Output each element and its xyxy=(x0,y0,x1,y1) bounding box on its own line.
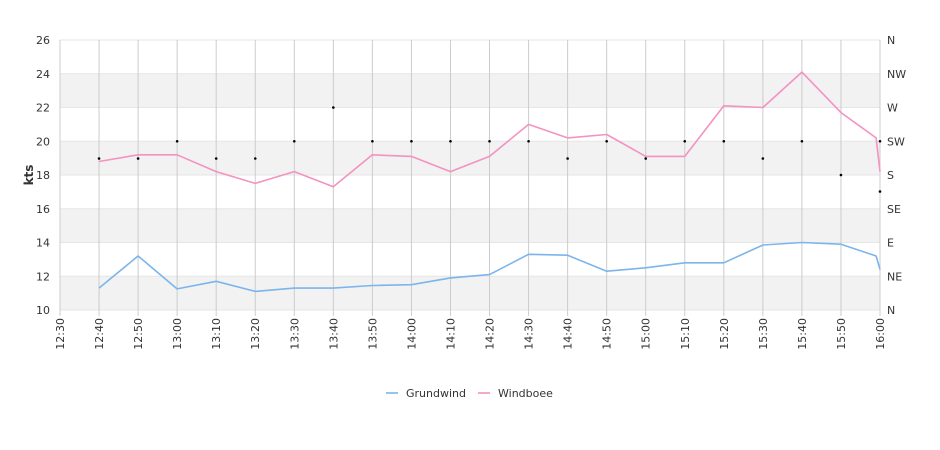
plot-bands xyxy=(60,73,880,310)
direction-tick-label: SW xyxy=(887,135,905,148)
x-tick-label: 13:40 xyxy=(327,318,340,350)
y-axis-tick-labels: 10 12 14 16 18 20 22 24 26 xyxy=(36,34,50,317)
x-tick-label: 14:40 xyxy=(562,318,575,350)
direction-tick-label: NE xyxy=(887,270,902,283)
direction-point xyxy=(292,139,296,143)
y-tick-label: 22 xyxy=(36,102,50,115)
direction-point xyxy=(761,157,765,160)
direction-axis-tick-labels: N NE E SE S SW W NW N xyxy=(887,34,906,317)
direction-points xyxy=(97,106,882,193)
y-tick-label: 26 xyxy=(36,34,50,47)
x-tick-label: 15:50 xyxy=(835,318,848,350)
direction-tick-label: W xyxy=(887,102,898,115)
x-tick-label: 15:00 xyxy=(640,318,653,350)
direction-tick-label: S xyxy=(887,169,894,182)
y-tick-label: 20 xyxy=(36,135,50,148)
y-tick-label: 10 xyxy=(36,304,50,317)
plot-band xyxy=(60,276,880,310)
direction-point xyxy=(410,139,413,143)
direction-point xyxy=(839,173,843,177)
direction-point xyxy=(722,139,726,143)
direction-tick-label: NW xyxy=(887,68,906,81)
x-tick-label: 13:50 xyxy=(366,318,379,350)
legend-item-label[interactable]: Windboee xyxy=(498,387,553,400)
direction-point xyxy=(644,157,648,160)
y-tick-label: 18 xyxy=(36,169,50,182)
direction-tick-label: SE xyxy=(887,203,901,216)
series-line-grundwind xyxy=(98,241,881,293)
x-tick-label: 14:00 xyxy=(405,318,418,350)
direction-tick-label: E xyxy=(887,237,894,250)
x-tick-label: 13:00 xyxy=(171,318,184,350)
direction-point xyxy=(488,139,491,143)
direction-point xyxy=(136,157,140,160)
direction-point xyxy=(449,139,452,143)
legend-item-label[interactable]: Grundwind xyxy=(406,387,466,400)
x-tick-label: 13:10 xyxy=(210,318,223,350)
direction-point xyxy=(527,139,530,143)
plot-band xyxy=(60,208,880,243)
direction-point xyxy=(800,139,804,143)
direction-tick-label: N xyxy=(887,34,895,47)
direction-point xyxy=(97,157,101,160)
x-tick-label: 13:20 xyxy=(249,318,262,350)
x-tick-label: 14:30 xyxy=(523,318,536,350)
direction-point xyxy=(214,157,218,160)
direction-point xyxy=(253,157,257,160)
plot-band xyxy=(60,141,880,175)
direction-point xyxy=(878,190,882,193)
direction-point xyxy=(683,139,687,143)
direction-tick-label: N xyxy=(887,304,895,317)
series-line-windboee xyxy=(98,71,881,188)
x-tick-label: 14:10 xyxy=(444,318,457,350)
y-tick-label: 24 xyxy=(36,68,50,81)
direction-point xyxy=(566,157,569,160)
y-tick-label: 16 xyxy=(36,203,50,216)
x-tick-label: 14:20 xyxy=(484,318,497,350)
direction-point xyxy=(332,106,335,109)
x-tick-label: 15:30 xyxy=(757,318,770,350)
x-tick-label: 16:00 xyxy=(874,318,887,350)
x-tick-label: 15:10 xyxy=(679,318,692,350)
y-tick-label: 12 xyxy=(36,270,50,283)
plot-band xyxy=(60,73,880,108)
direction-point xyxy=(175,139,179,143)
y-tick-label: 14 xyxy=(36,237,50,250)
direction-point xyxy=(371,139,374,143)
x-tick-label: 12:50 xyxy=(132,318,145,350)
direction-point xyxy=(878,139,882,143)
vertical-gridlines xyxy=(59,40,881,316)
x-tick-label: 15:40 xyxy=(796,318,809,350)
series-lines xyxy=(98,71,881,293)
legend: Grundwind Windboee xyxy=(386,387,553,400)
x-tick-label: 15:20 xyxy=(718,318,731,350)
direction-point xyxy=(605,139,608,143)
x-tick-label: 12:30 xyxy=(54,318,67,350)
x-tick-label: 12:40 xyxy=(93,318,106,350)
x-tick-label: 14:50 xyxy=(601,318,614,350)
y-axis-title: kts xyxy=(22,165,36,186)
x-axis-tick-labels: 12:30 12:40 12:50 13:00 13:10 13:20 13:30 13:40… xyxy=(54,318,887,350)
x-tick-label: 13:30 xyxy=(288,318,301,350)
